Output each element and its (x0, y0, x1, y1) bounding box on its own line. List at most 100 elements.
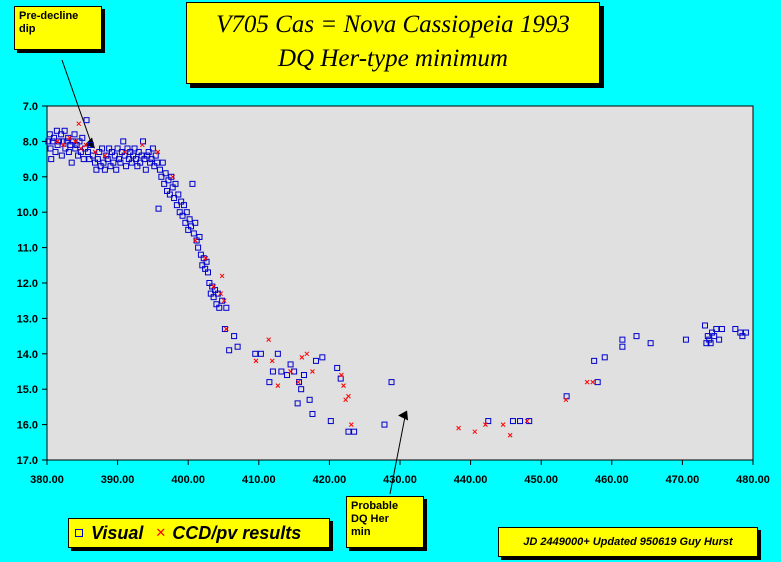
ccd-point (304, 351, 310, 357)
visual-point (294, 400, 301, 407)
visual-point (155, 205, 162, 212)
legend-ccd-label: CCD/pv results (172, 522, 302, 543)
ccd-point (76, 121, 82, 127)
visual-point (175, 191, 182, 198)
visual-point (171, 195, 178, 202)
ccd-point-stroke (563, 397, 569, 403)
probable-min-line2: DQ Her (351, 513, 389, 525)
visual-point (231, 333, 238, 340)
ccd-point (83, 142, 89, 148)
ccd-point (299, 354, 305, 360)
visual-point (706, 336, 713, 343)
plot-area (46, 105, 754, 461)
visual-point (166, 191, 173, 198)
ccd-point (266, 337, 272, 342)
visual-point (60, 138, 67, 145)
ccd-point-stroke (102, 153, 108, 158)
visual-point (594, 379, 601, 386)
visual-point (252, 350, 259, 357)
x-tick-label: 400.00 (171, 474, 205, 486)
ccd-point-stroke (83, 142, 89, 148)
visual-point (173, 202, 180, 209)
ccd-point (343, 397, 348, 403)
visual-point (633, 333, 640, 340)
visual-point (647, 340, 654, 347)
probable-min-arrow-head (398, 410, 409, 421)
ccd-point-stroke (78, 146, 84, 151)
visual-point (195, 244, 202, 251)
visual-point (196, 233, 203, 240)
visual-point (148, 156, 155, 163)
visual-point (116, 156, 123, 163)
visual-point (183, 209, 190, 216)
visual-point (306, 396, 313, 403)
chart-subtitle: DQ Her-type minimum (277, 45, 508, 72)
ccd-point-stroke (483, 422, 488, 427)
visual-point (63, 138, 70, 145)
ccd-point-stroke (67, 135, 72, 141)
visual-point (221, 326, 228, 333)
y-tick-label: 14.0 (17, 349, 38, 361)
ccd-point-stroke (122, 149, 128, 155)
visual-point (742, 329, 749, 336)
visual-point (517, 418, 524, 425)
ccd-point-stroke (218, 291, 224, 296)
visual-point (123, 163, 130, 170)
probable-min-arrow-line (389, 416, 406, 495)
visual-point (180, 202, 187, 209)
ccd-point (524, 418, 530, 424)
pre-decline-callout: Pre-decline dip (14, 6, 102, 50)
ccd-point-stroke (346, 393, 351, 399)
legend: Visual ✕ CCD/pv results (68, 518, 330, 548)
visual-point (128, 159, 135, 166)
ccd-point-stroke (76, 121, 82, 127)
ccd-point (269, 358, 275, 364)
visual-point (110, 159, 117, 166)
visual-point (101, 166, 108, 173)
visual-point (509, 418, 516, 425)
probable-min-line1: Probable (351, 500, 399, 512)
visual-point (54, 141, 61, 148)
ccd-point (78, 146, 84, 151)
visual-point (204, 269, 211, 276)
ccd-point-stroke (269, 358, 275, 364)
visual-point (65, 149, 72, 156)
visual-point (51, 134, 58, 141)
visual-point (47, 145, 54, 152)
x-tick-label: 410.00 (242, 474, 276, 486)
visual-point (257, 350, 264, 357)
visual-point (291, 368, 298, 375)
visual-point (601, 354, 608, 361)
visual-point (77, 149, 84, 156)
visual-point (284, 372, 291, 379)
visual-point (485, 418, 492, 425)
x-tick-label: 380.00 (30, 474, 64, 486)
visual-point (704, 333, 711, 340)
ccd-point (102, 153, 108, 158)
visual-point (154, 159, 161, 166)
visual-point (86, 156, 93, 163)
visual-point (120, 138, 127, 145)
y-tick-label: 11.0 (17, 243, 38, 255)
x-tick-label: 450.00 (524, 474, 558, 486)
ccd-point (483, 422, 488, 427)
chart-title-box: V705 Cas = Nova Cassiopeia 1993 DQ Her-t… (186, 2, 600, 84)
ccd-point (155, 149, 161, 155)
visual-point (49, 138, 56, 145)
ccd-point (339, 372, 344, 378)
visual-point (131, 145, 138, 152)
visual-point (83, 117, 90, 124)
visual-point (274, 350, 281, 357)
ccd-point (563, 397, 569, 403)
ccd-point (590, 379, 596, 385)
ccd-point-stroke (472, 429, 478, 435)
ccd-point (139, 142, 145, 148)
visual-point (351, 428, 358, 435)
visual-point (388, 379, 395, 386)
visual-point (113, 166, 120, 173)
visual-point (156, 166, 163, 173)
visual-point (296, 379, 303, 386)
visual-point (298, 386, 305, 393)
ccd-point-stroke (310, 369, 315, 374)
y-tick-label: 15.0 (17, 384, 38, 396)
